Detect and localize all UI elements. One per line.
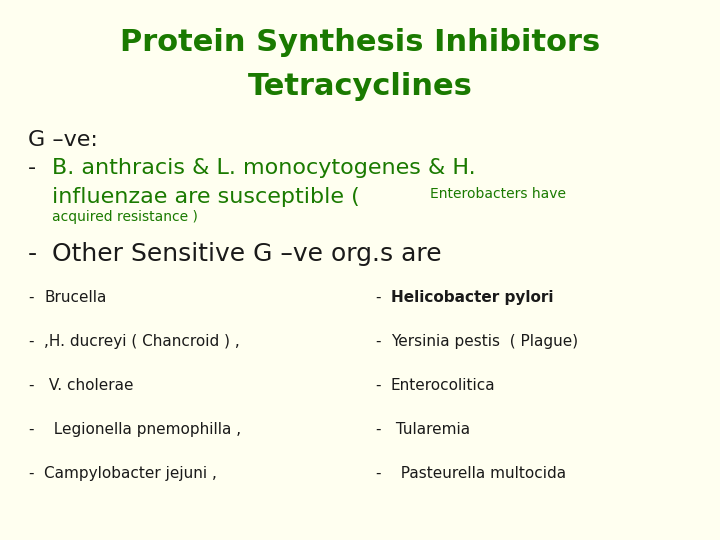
Text: -: - [375, 290, 380, 305]
Text: Tularemia: Tularemia [391, 422, 470, 437]
Text: Tetracyclines: Tetracyclines [248, 72, 472, 101]
Text: Protein Synthesis Inhibitors: Protein Synthesis Inhibitors [120, 28, 600, 57]
Text: Legionella pnemophilla ,: Legionella pnemophilla , [44, 422, 241, 437]
Text: -: - [28, 158, 36, 178]
Text: B. anthracis & L. monocytogenes & H.: B. anthracis & L. monocytogenes & H. [52, 158, 476, 178]
Text: Enterocolitica: Enterocolitica [391, 378, 495, 393]
Text: Brucella: Brucella [44, 290, 107, 305]
Text: Yersinia pestis  ( Plague): Yersinia pestis ( Plague) [391, 334, 578, 349]
Text: -: - [28, 466, 34, 481]
Text: -: - [28, 422, 34, 437]
Text: influenzae are susceptible (: influenzae are susceptible ( [52, 187, 360, 207]
Text: -: - [375, 378, 380, 393]
Text: Enterobacters have: Enterobacters have [430, 187, 566, 201]
Text: -: - [375, 334, 380, 349]
Text: -: - [375, 466, 380, 481]
Text: Pasteurella multocida: Pasteurella multocida [391, 466, 566, 481]
Text: -: - [28, 290, 34, 305]
Text: acquired resistance ): acquired resistance ) [52, 210, 198, 224]
Text: -: - [375, 422, 380, 437]
Text: ,H. ducreyi ( Chancroid ) ,: ,H. ducreyi ( Chancroid ) , [44, 334, 240, 349]
Text: -: - [28, 378, 34, 393]
Text: -: - [28, 242, 37, 266]
Text: -: - [28, 334, 34, 349]
Text: G –ve:: G –ve: [28, 130, 98, 150]
Text: Helicobacter pylori: Helicobacter pylori [391, 290, 554, 305]
Text: V. cholerae: V. cholerae [44, 378, 133, 393]
Text: Campylobacter jejuni ,: Campylobacter jejuni , [44, 466, 217, 481]
Text: Other Sensitive G –ve org.s are: Other Sensitive G –ve org.s are [52, 242, 441, 266]
